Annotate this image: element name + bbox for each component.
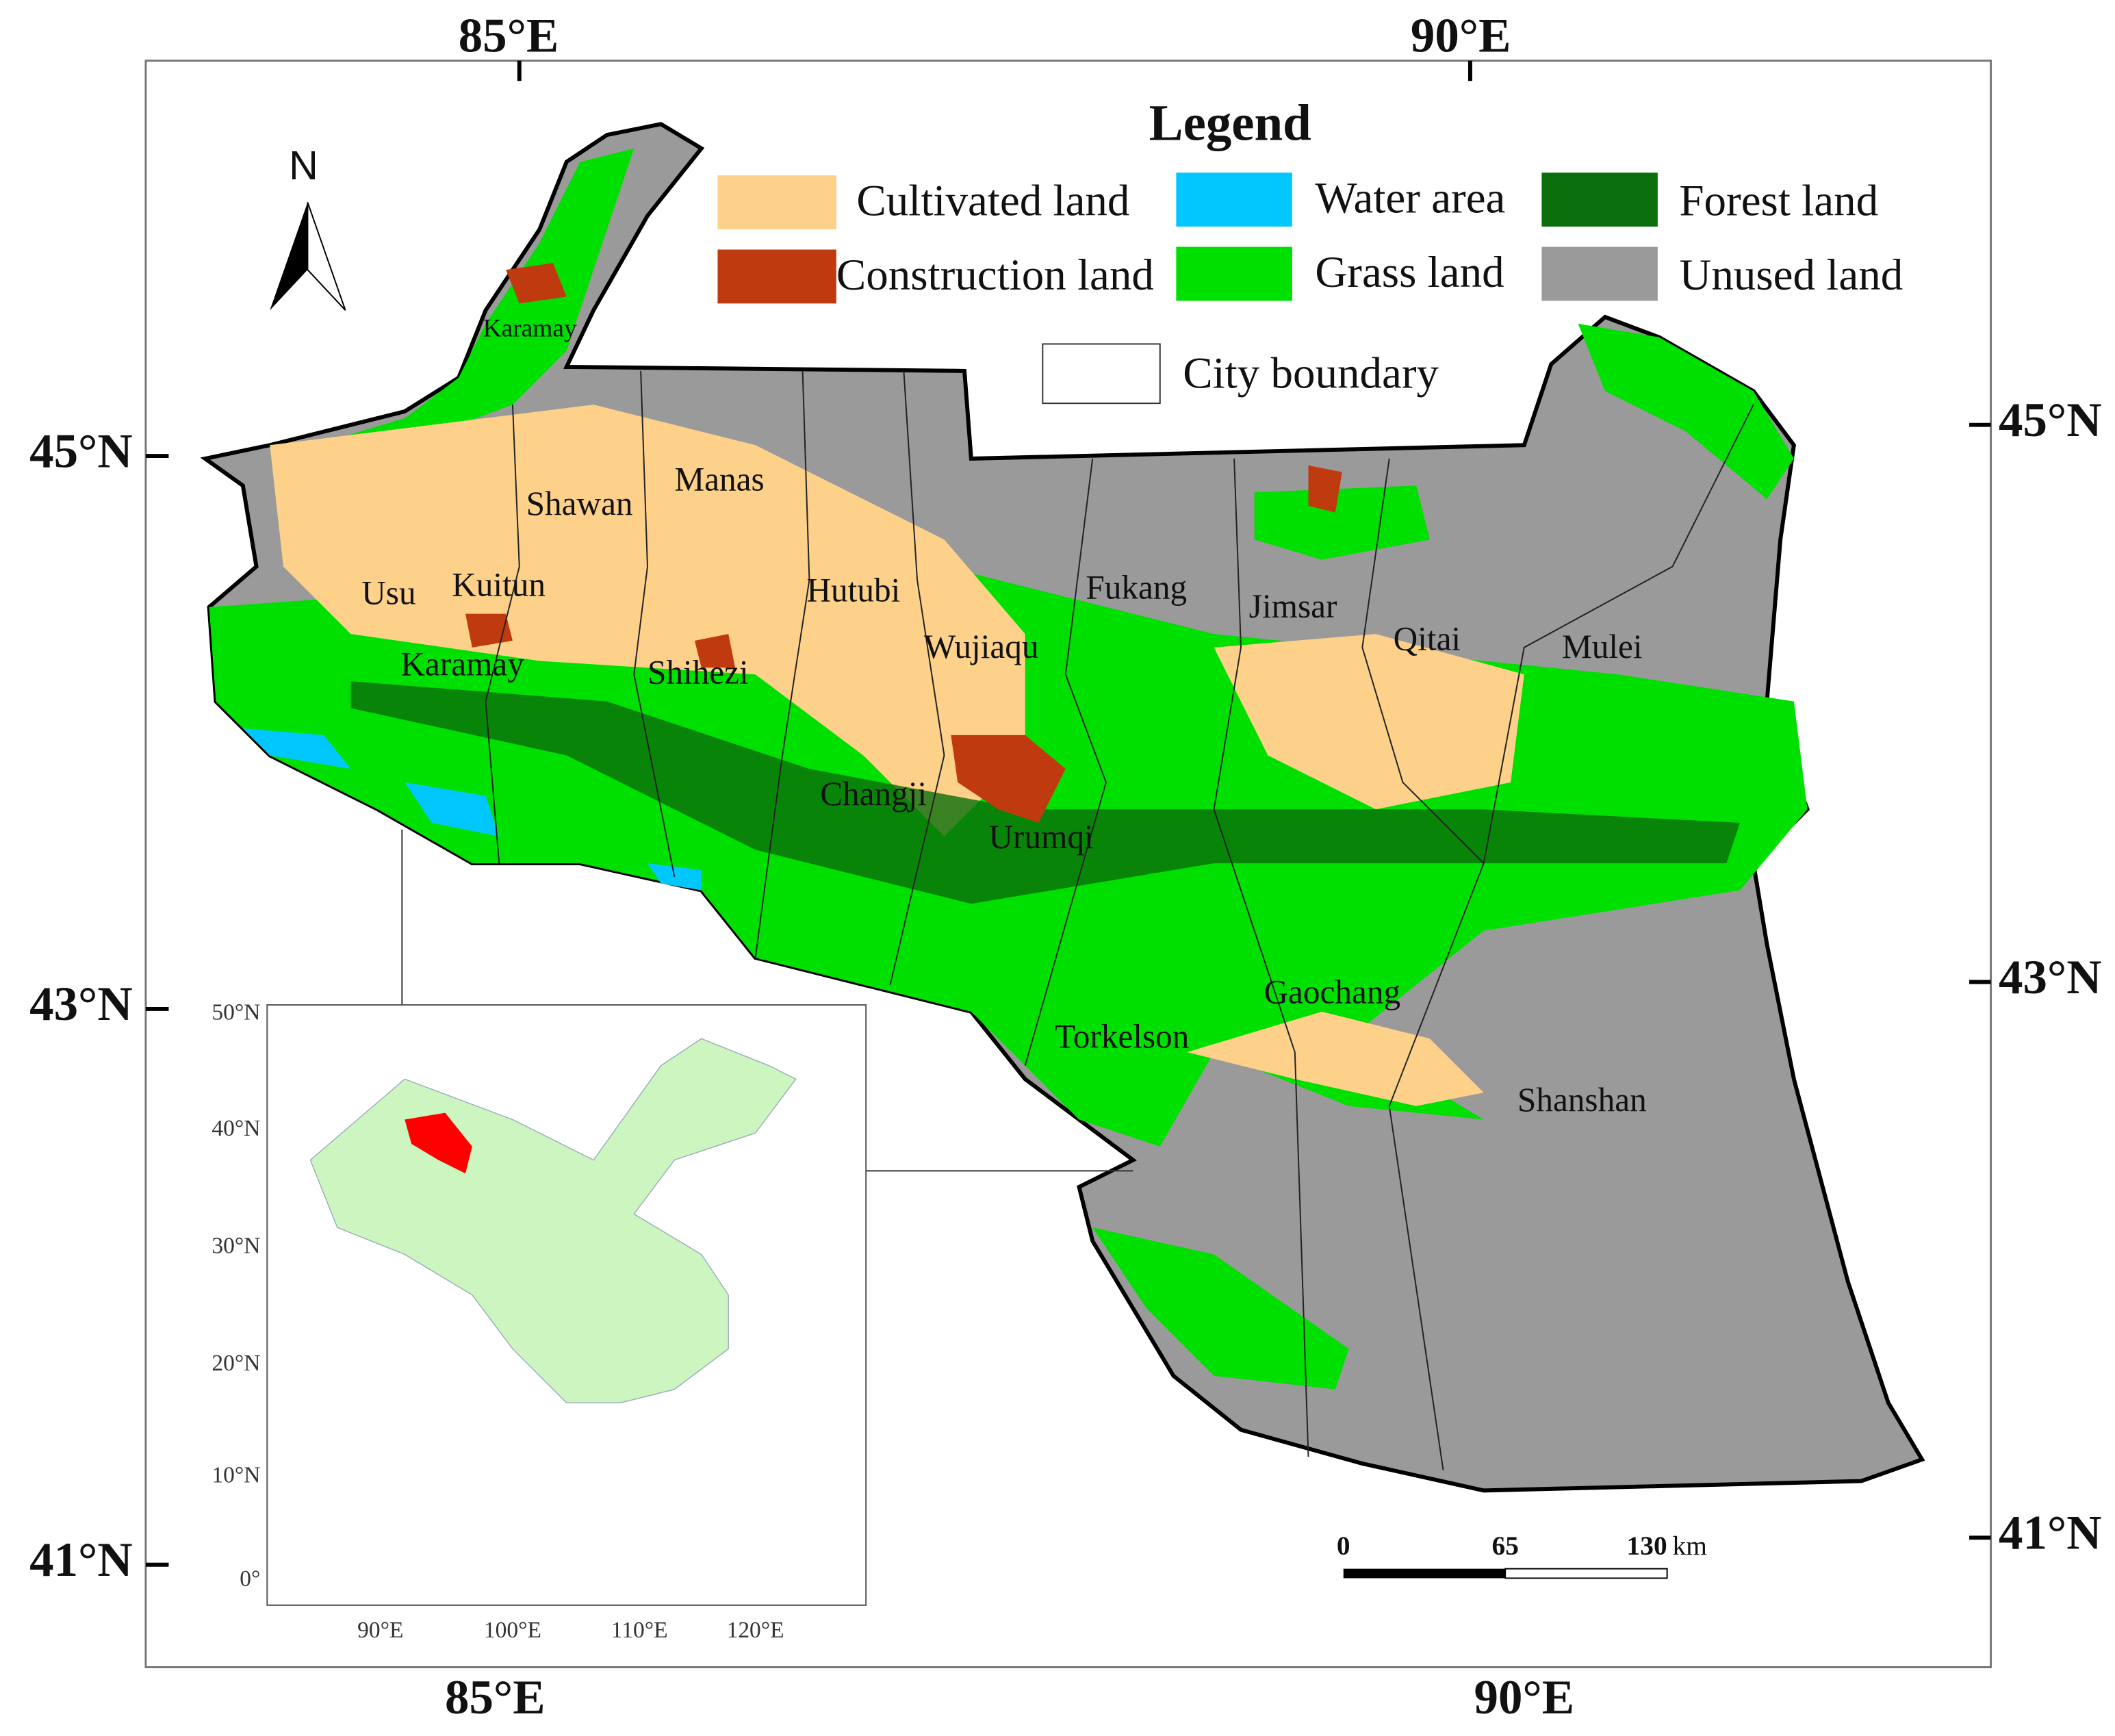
coord-ticks: [145, 60, 1991, 1567]
coord-label: 41°N: [29, 1533, 133, 1587]
city-boundaries: [485, 370, 1754, 1470]
city-label: Karamay: [483, 314, 577, 342]
inset-lat-label: 0°: [240, 1566, 260, 1592]
city-label: Wujiaqu: [924, 628, 1039, 665]
scale-label: 0: [1337, 1531, 1350, 1561]
study-area-inset: [405, 1112, 472, 1174]
city-label: Torkelson: [1055, 1018, 1189, 1056]
coord-label: 41°N: [1999, 1507, 2102, 1560]
legend-swatch: [1176, 173, 1292, 227]
city-label: Manas: [674, 461, 764, 498]
city-label: Hutubi: [806, 571, 900, 609]
inset-lat-label: 30°N: [212, 1233, 260, 1258]
legend-label: City boundary: [1183, 349, 1439, 398]
coord-label: 45°N: [29, 424, 133, 478]
inset-lon-label: 90°E: [357, 1618, 403, 1643]
inset-lon-label: 120°E: [727, 1618, 784, 1643]
legend-swatch: [1541, 173, 1658, 227]
north-label: N: [289, 142, 318, 188]
legend-label: Grass land: [1315, 248, 1504, 297]
legend-swatch: [717, 175, 836, 229]
inset-lon-label: 100°E: [484, 1618, 541, 1643]
inset-lat-label: 10°N: [212, 1462, 260, 1488]
legend-label: Forest land: [1679, 176, 1878, 225]
legend-label: Water area: [1315, 173, 1505, 222]
city-label: Kuitun: [452, 565, 546, 603]
city-label: Jimsar: [1249, 587, 1337, 625]
city-label: Karamay: [400, 646, 524, 683]
water-area: [242, 728, 702, 891]
legend-title: Legend: [1149, 94, 1311, 151]
city-label: Mulei: [1562, 628, 1643, 665]
city-label: Gaochang: [1264, 973, 1400, 1011]
inset-lon-label: 110°E: [611, 1618, 668, 1643]
legend-label: Cultivated land: [856, 176, 1129, 225]
coord-label: 85°E: [459, 9, 559, 62]
city-label: Fukang: [1086, 568, 1187, 606]
city-label: Urumqi: [989, 818, 1094, 856]
city-label: Usu: [361, 574, 415, 611]
coord-label: 43°N: [1999, 951, 2102, 1004]
legend-swatch: [1541, 246, 1658, 301]
city-label: Qitai: [1394, 620, 1461, 657]
city-label: Changji: [820, 775, 927, 813]
inset-lat-label: 50°N: [212, 999, 260, 1025]
coord-label: 90°E: [1474, 1671, 1574, 1724]
coord-label: 43°N: [29, 978, 133, 1031]
inset-lat-label: 40°N: [212, 1116, 260, 1141]
coord-label: 85°E: [445, 1671, 546, 1724]
coord-label: 45°N: [1999, 394, 2102, 447]
city-label: Shihezi: [648, 654, 749, 691]
legend-label: Construction land: [836, 251, 1154, 300]
legend-swatch: [1176, 246, 1292, 301]
inset-lat-label: 20°N: [212, 1351, 260, 1376]
legend-swatch: [717, 249, 836, 304]
city-label: Shanshan: [1517, 1081, 1647, 1119]
legend-swatch: [1042, 343, 1161, 405]
scale-bar: [1343, 1568, 1506, 1579]
cultivated-land: [270, 405, 1524, 1106]
scale-label: 130: [1627, 1531, 1667, 1561]
legend-label: Unused land: [1679, 251, 1903, 300]
coord-label: 90°E: [1411, 9, 1511, 62]
scale-unit: km: [1673, 1531, 1708, 1561]
forest-land: [350, 681, 1741, 904]
scale-label: 65: [1492, 1531, 1519, 1561]
north-arrow: [307, 202, 346, 311]
scale-bar: [1504, 1568, 1668, 1579]
city-label: Shawan: [526, 485, 633, 522]
